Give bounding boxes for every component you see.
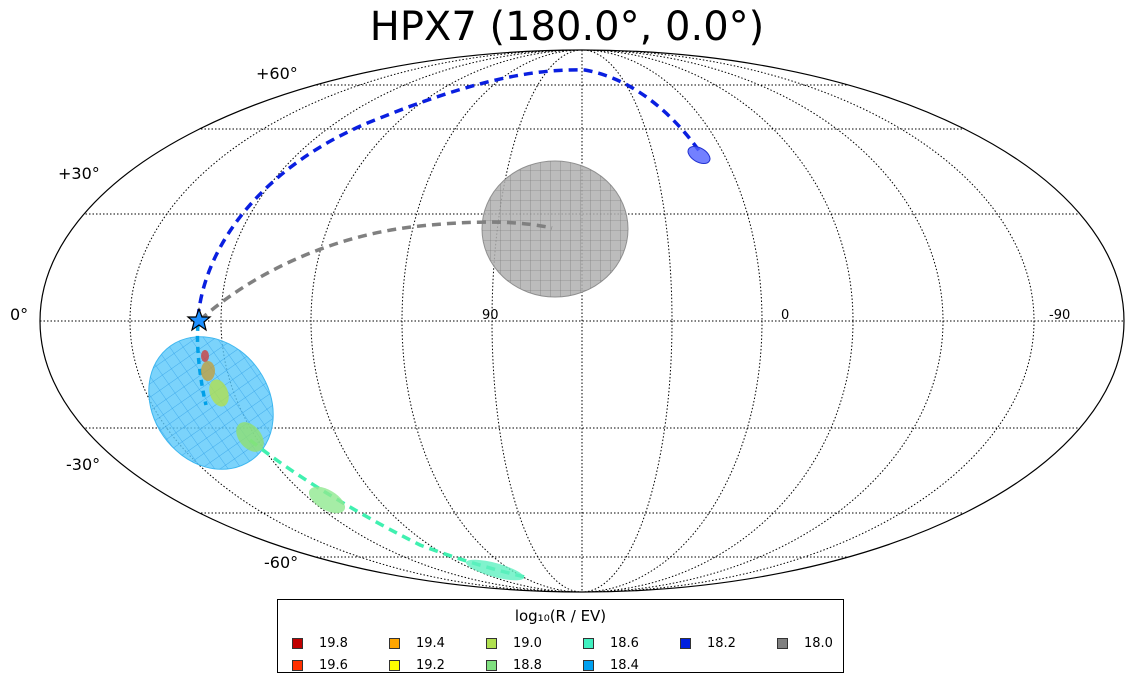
legend-item: 19.8 (292, 632, 389, 654)
legend-item: 19.2 (389, 654, 486, 676)
map-title: HPX7 (180.0°, 0.0°) (369, 4, 765, 50)
legend-grid: 19.8 19.4 19.0 18.6 18.2 18.0 19.6 19.2 … (292, 632, 874, 676)
legend-item: 18.6 (583, 632, 680, 654)
legend-label: 18.6 (610, 635, 639, 651)
map-border (39, 49, 1125, 593)
lon-label-0: 0 (781, 308, 790, 323)
gray-track (198, 220, 553, 322)
legend-label: 19.4 (416, 635, 445, 651)
legend-item: 18.4 (583, 654, 680, 676)
legend-item: 18.0 (777, 632, 874, 654)
legend: log₁₀(R / EV) 19.8 19.4 19.0 18.6 18.2 1… (277, 599, 844, 673)
legend-swatch (583, 637, 594, 649)
legend-title: log₁₀(R / EV) (514, 607, 607, 625)
legend-swatch (292, 637, 303, 649)
legend-label: 18.2 (707, 635, 736, 651)
legend-item: 19.4 (389, 632, 486, 654)
green-spot (236, 422, 264, 452)
cyan-track (195, 324, 208, 406)
lon-label-90: 90 (482, 308, 499, 323)
lat-label-60n: +60° (256, 64, 298, 83)
legend-swatch (389, 659, 400, 671)
legend-label: 19.0 (513, 635, 542, 651)
red-spot (201, 350, 209, 362)
legend-label: 18.0 (804, 635, 833, 651)
legend-label: 19.8 (319, 635, 348, 651)
legend-item: 18.2 (680, 632, 777, 654)
legend-label: 19.6 (319, 657, 348, 673)
legend-label: 18.4 (610, 657, 639, 673)
lat-label-0: 0° (10, 305, 29, 324)
legend-swatch (389, 637, 400, 649)
blue-track (196, 68, 702, 319)
lat-label-30s: -30° (66, 455, 101, 474)
legend-swatch (486, 659, 497, 671)
legend-label: 18.8 (513, 657, 542, 673)
lightgreen-spot (308, 486, 346, 514)
legend-swatch (680, 637, 691, 649)
legend-swatch (486, 637, 497, 649)
legend-label: 19.2 (416, 657, 445, 673)
lat-label-30n: +30° (58, 164, 100, 183)
lat-label-60s: -60° (264, 553, 299, 572)
legend-item: 19.6 (292, 654, 389, 676)
yellowgreen-spot (209, 379, 229, 407)
legend-swatch (292, 659, 303, 671)
legend-item: 18.8 (486, 654, 583, 676)
mint-spot (465, 559, 525, 581)
legend-item: 19.0 (486, 632, 583, 654)
gray-region (481, 160, 629, 298)
cyan-region (148, 336, 274, 470)
star-icon (186, 307, 212, 332)
blue-spot (687, 145, 711, 165)
legend-swatch (777, 637, 788, 649)
legend-swatch (583, 659, 594, 671)
orange-spot (201, 361, 215, 381)
lon-label-minus90: -90 (1049, 308, 1071, 323)
